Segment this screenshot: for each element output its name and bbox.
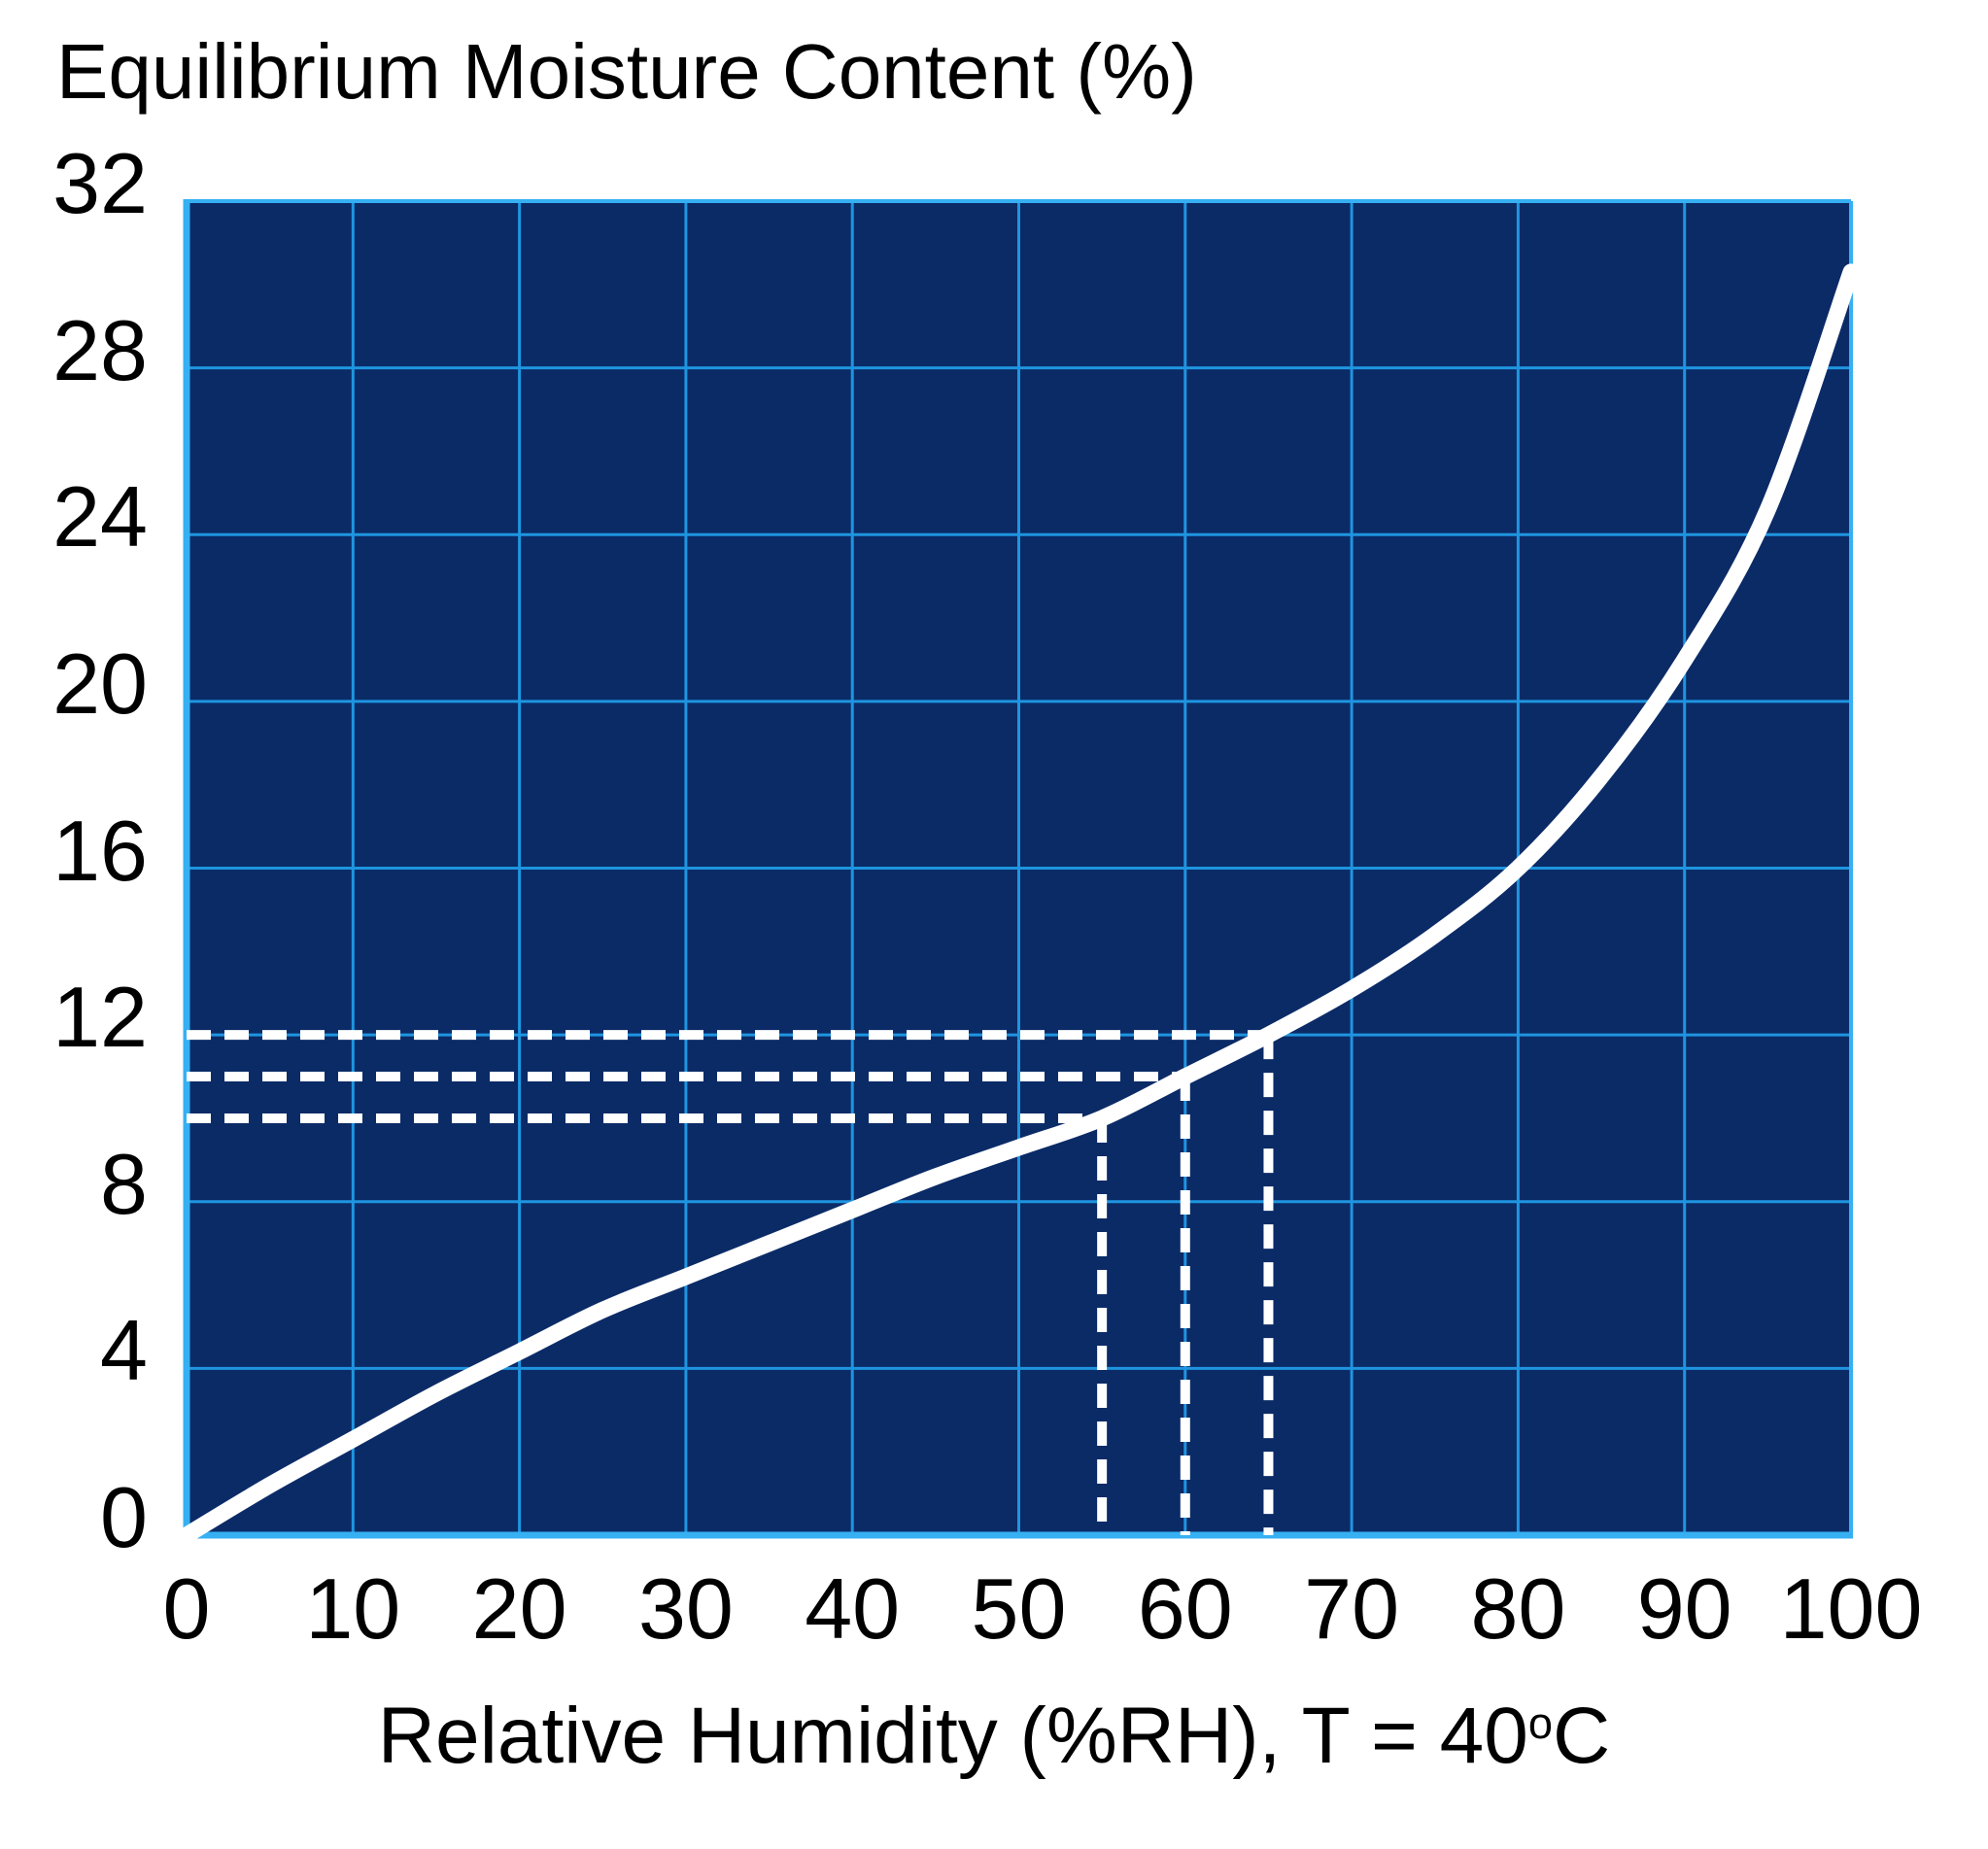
x-tick-label-0: 0	[162, 1560, 211, 1657]
y-tick-label-12: 12	[52, 969, 148, 1066]
x-tick-label-30: 30	[637, 1560, 734, 1657]
emc-curve	[178, 263, 1860, 1544]
y-tick-label-32: 32	[52, 135, 148, 231]
y-tick-label-4: 4	[100, 1302, 148, 1399]
x-tick-label-90: 90	[1636, 1560, 1732, 1657]
y-tick-label-16: 16	[52, 802, 148, 899]
y-tick-label-28: 28	[52, 301, 148, 398]
x-tick-label-20: 20	[471, 1560, 567, 1657]
x-axis-title: Relative Humidity (%RH), T = 40oC	[0, 1689, 1988, 1784]
x-tick-label-50: 50	[971, 1560, 1067, 1657]
x-tick-label-60: 60	[1137, 1560, 1233, 1657]
chart-title: Equilibrium Moisture Content (%)	[56, 28, 1197, 115]
y-tick-label-24: 24	[52, 468, 148, 565]
x-tick-label-40: 40	[805, 1560, 901, 1657]
y-tick-label-0: 0	[100, 1469, 148, 1565]
x-axis-title-text: Relative Humidity (%RH), T = 40	[377, 1692, 1528, 1780]
y-tick-label-8: 8	[100, 1135, 148, 1232]
x-tick-label-70: 70	[1304, 1560, 1400, 1657]
x-axis-title-unit: C	[1552, 1692, 1611, 1780]
x-tick-label-10: 10	[305, 1560, 401, 1657]
degree-superscript: o	[1527, 1698, 1553, 1749]
y-tick-label-20: 20	[52, 634, 148, 732]
x-tick-label-100: 100	[1779, 1560, 1923, 1657]
x-tick-label-80: 80	[1470, 1560, 1566, 1657]
